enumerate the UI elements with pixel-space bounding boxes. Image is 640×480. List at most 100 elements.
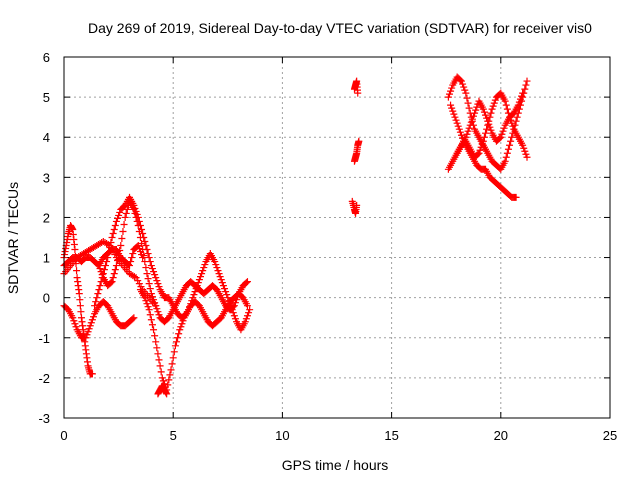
data-point — [155, 283, 163, 291]
data-point — [150, 296, 158, 304]
y-tick-label: 5 — [43, 90, 50, 105]
data-point — [487, 126, 495, 134]
series-14 — [447, 101, 520, 201]
data-point — [95, 262, 103, 270]
data-point — [225, 297, 233, 305]
data-point — [134, 277, 142, 285]
data-point — [84, 328, 92, 336]
data-point — [129, 315, 137, 323]
series-9 — [348, 197, 361, 217]
data-point — [457, 131, 465, 139]
data-point — [497, 133, 505, 141]
data-point — [85, 325, 93, 333]
data-point — [146, 285, 154, 293]
data-point — [115, 252, 123, 260]
data-point — [170, 348, 178, 356]
series-15 — [453, 89, 527, 157]
data-point — [227, 303, 235, 311]
data-point — [464, 99, 472, 107]
data-point — [95, 286, 103, 294]
data-point — [148, 293, 156, 301]
data-point — [489, 102, 497, 110]
data-point — [119, 227, 127, 235]
data-point — [188, 297, 196, 305]
data-point — [82, 334, 90, 342]
data-point — [135, 227, 143, 235]
data-point — [157, 368, 165, 376]
data-point — [150, 326, 158, 334]
data-point — [123, 205, 131, 213]
data-point — [133, 217, 141, 225]
data-point — [150, 268, 158, 276]
data-point — [115, 211, 123, 219]
data-point — [141, 258, 149, 266]
x-tick-label: 0 — [60, 428, 67, 443]
data-point — [484, 117, 492, 125]
data-point — [184, 306, 192, 314]
data-point — [496, 134, 504, 142]
data-point — [87, 319, 95, 327]
data-point — [106, 244, 114, 252]
data-point — [116, 208, 124, 216]
data-point — [462, 133, 470, 141]
data-point — [111, 221, 119, 229]
data-point — [500, 124, 508, 132]
data-point — [465, 124, 473, 132]
data-point — [105, 249, 113, 257]
data-point — [153, 305, 161, 313]
data-point — [76, 302, 84, 310]
data-point — [476, 146, 484, 154]
data-point — [480, 133, 488, 141]
data-point — [230, 312, 238, 320]
data-point — [197, 273, 204, 281]
data-point — [109, 274, 117, 282]
data-point — [222, 288, 230, 296]
data-point — [480, 108, 488, 116]
data-point — [144, 303, 152, 311]
data-point — [474, 150, 482, 158]
data-point — [83, 331, 91, 339]
data-point — [228, 306, 236, 314]
data-point — [485, 120, 493, 128]
data-point — [234, 293, 242, 301]
data-point — [104, 254, 112, 262]
data-point — [447, 87, 455, 95]
data-point — [96, 265, 104, 273]
data-point — [223, 291, 231, 299]
data-point — [189, 294, 197, 302]
data-point — [129, 250, 137, 258]
data-point — [187, 300, 195, 308]
data-point — [241, 318, 249, 326]
data-point — [502, 153, 510, 161]
data-point — [463, 94, 471, 102]
data-point — [522, 81, 530, 89]
data-point — [165, 376, 173, 384]
data-point — [460, 83, 468, 91]
y-tick-label: -1 — [38, 331, 50, 346]
data-point — [147, 262, 155, 270]
data-point — [120, 220, 128, 228]
data-point — [112, 262, 120, 270]
data-point — [142, 297, 150, 305]
series-1 — [60, 221, 96, 378]
data-point — [201, 261, 209, 269]
data-point — [470, 112, 477, 120]
data-point — [101, 262, 109, 270]
data-point — [448, 84, 456, 92]
data-point — [141, 294, 149, 302]
data-point — [93, 294, 101, 302]
data-point — [171, 342, 179, 350]
data-point — [198, 270, 206, 278]
data-point — [194, 279, 202, 287]
data-point — [453, 119, 461, 127]
data-point — [498, 130, 506, 138]
data-point — [482, 129, 490, 137]
series-11 — [350, 77, 362, 97]
data-point — [508, 133, 516, 141]
data-point — [92, 298, 100, 306]
data-point — [512, 193, 520, 201]
data-point — [516, 95, 524, 103]
data-point — [178, 320, 186, 328]
data-point — [111, 266, 119, 274]
data-point — [477, 143, 485, 151]
